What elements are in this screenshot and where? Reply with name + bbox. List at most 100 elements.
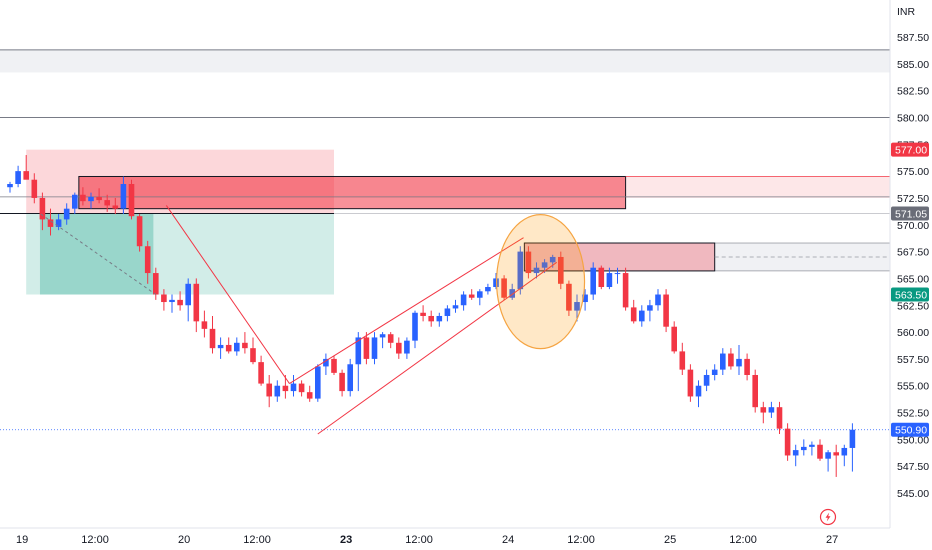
candle bbox=[711, 364, 718, 381]
candle-body bbox=[80, 194, 86, 202]
price-axis[interactable]: 587.50585.00582.50580.00577.50575.00572.… bbox=[889, 0, 929, 528]
candle-body bbox=[47, 219, 54, 227]
candle-body bbox=[177, 299, 183, 306]
candle-body bbox=[776, 407, 783, 429]
candle-body bbox=[639, 310, 645, 322]
candle-body bbox=[128, 184, 135, 217]
candle bbox=[153, 267, 159, 300]
candle bbox=[225, 337, 232, 354]
candle bbox=[477, 289, 483, 306]
resistance-band bbox=[0, 49, 890, 73]
candle bbox=[15, 165, 21, 188]
price-tick: 570.00 bbox=[897, 220, 929, 232]
lightning-icon[interactable] bbox=[819, 508, 837, 526]
resistance-zone bbox=[523, 242, 716, 272]
candle-body bbox=[347, 364, 353, 392]
candle-body bbox=[331, 358, 337, 373]
candle-body bbox=[825, 452, 831, 459]
candle bbox=[833, 444, 839, 477]
candle-body bbox=[412, 312, 418, 341]
time-tick: 23 bbox=[340, 534, 352, 546]
candle-body bbox=[468, 294, 475, 298]
candle bbox=[841, 444, 848, 467]
candle bbox=[590, 262, 596, 300]
candle bbox=[736, 344, 742, 375]
price-tick: 560.00 bbox=[897, 327, 929, 339]
candle bbox=[217, 337, 224, 359]
candle bbox=[55, 214, 62, 231]
candle-body bbox=[817, 444, 823, 459]
horizontal-lines bbox=[0, 49, 890, 431]
candle bbox=[639, 305, 645, 327]
price-tick: 552.50 bbox=[897, 408, 929, 420]
candle bbox=[801, 439, 807, 456]
time-axis[interactable]: 19 12:00 20 12:00 23 12:00 24 12:00 25 12:00 27 bbox=[0, 527, 890, 546]
candle bbox=[379, 332, 386, 349]
candle-body bbox=[436, 315, 443, 322]
price-tick: 547.50 bbox=[897, 461, 929, 473]
candle bbox=[7, 181, 13, 193]
candle-body bbox=[566, 283, 572, 311]
candle-body bbox=[671, 326, 677, 352]
trend-drawings bbox=[40, 205, 586, 435]
candle bbox=[744, 353, 750, 381]
candle-body bbox=[809, 444, 815, 447]
candle bbox=[88, 192, 94, 209]
currency-label: INR bbox=[897, 6, 916, 18]
candle bbox=[614, 267, 621, 284]
candle-body bbox=[525, 251, 532, 274]
candle bbox=[558, 251, 564, 290]
price-tag-bg bbox=[891, 422, 929, 437]
candle-body bbox=[209, 328, 216, 349]
candle bbox=[687, 364, 694, 402]
candle bbox=[647, 299, 653, 322]
candle-body bbox=[768, 407, 775, 413]
candle-body bbox=[298, 383, 305, 393]
candle bbox=[655, 289, 661, 311]
candle bbox=[752, 369, 758, 413]
candle-body bbox=[23, 171, 29, 180]
candle-body bbox=[703, 374, 710, 386]
price-tag-bg bbox=[891, 142, 929, 157]
price-tick: 587.50 bbox=[897, 32, 929, 44]
candle-body bbox=[590, 267, 596, 295]
candle bbox=[663, 289, 669, 333]
candle bbox=[679, 342, 686, 375]
candle-body bbox=[88, 196, 94, 202]
candle-body bbox=[7, 184, 13, 188]
candle bbox=[460, 291, 467, 311]
candle-body bbox=[379, 334, 386, 338]
price-tick: 555.00 bbox=[897, 381, 929, 393]
candle-body bbox=[315, 366, 321, 399]
candle bbox=[452, 299, 459, 313]
candle bbox=[630, 299, 637, 324]
candle-body bbox=[274, 385, 281, 397]
candle-body bbox=[104, 200, 110, 206]
candle-body bbox=[549, 256, 556, 263]
candle bbox=[363, 332, 370, 365]
supply-zone bbox=[78, 175, 627, 210]
candle bbox=[104, 194, 110, 212]
candle bbox=[258, 355, 264, 386]
candle-body bbox=[323, 358, 329, 367]
candle bbox=[784, 423, 791, 461]
candle bbox=[671, 321, 677, 354]
candle-body bbox=[96, 196, 102, 201]
candle-body bbox=[15, 171, 21, 185]
price-tag: 563.50 bbox=[891, 287, 929, 302]
down-trendline bbox=[165, 205, 290, 384]
candle bbox=[63, 203, 70, 225]
candle-body bbox=[517, 251, 524, 290]
candle-body bbox=[558, 256, 564, 284]
candle bbox=[209, 315, 216, 354]
candle-body bbox=[630, 307, 637, 322]
price-tag: 577.00 bbox=[891, 142, 929, 157]
candle bbox=[274, 380, 281, 402]
candle-body bbox=[169, 299, 175, 303]
candle-body bbox=[736, 358, 742, 367]
candle-body bbox=[679, 351, 686, 370]
candle bbox=[582, 289, 588, 311]
price-tag-bg bbox=[891, 287, 929, 302]
candle-body bbox=[266, 383, 272, 397]
